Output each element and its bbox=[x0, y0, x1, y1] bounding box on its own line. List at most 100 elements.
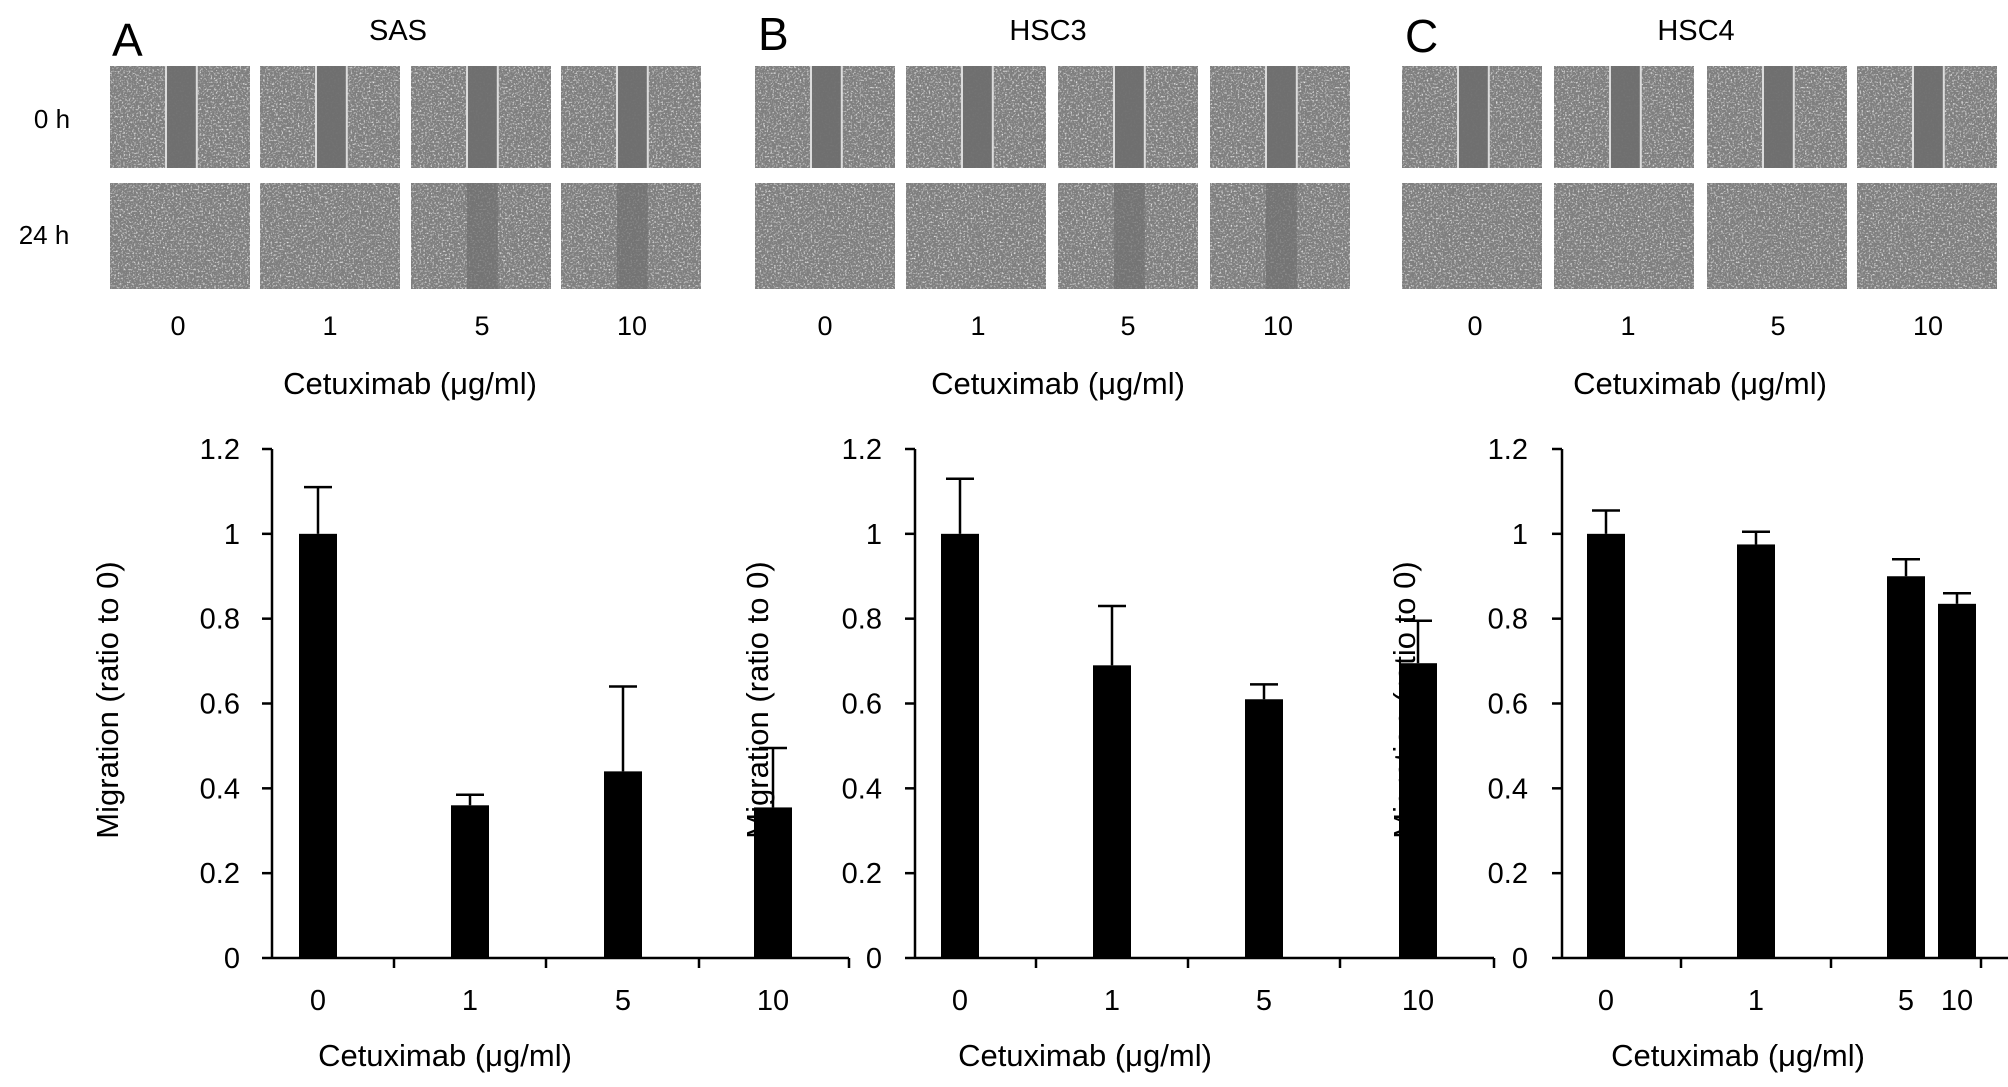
dose-label-sas-5: 5 bbox=[474, 311, 489, 341]
micrograph-sas-24h-dose-10 bbox=[561, 183, 701, 289]
cell-line-title-hsc4: HSC4 bbox=[1657, 15, 1734, 47]
micrograph-hsc4-24h-dose-0 bbox=[1402, 183, 1542, 289]
micrograph-hsc3-0h-dose-5 bbox=[1058, 66, 1198, 168]
micrograph-hsc3-24h-dose-0 bbox=[755, 183, 895, 289]
dose-label-hsc4-0: 0 bbox=[1467, 311, 1482, 341]
y-tick-label: 0.8 bbox=[842, 604, 882, 636]
cell-line-title-hsc3: HSC3 bbox=[1009, 15, 1086, 47]
y-tick-label: 1 bbox=[1512, 519, 1528, 551]
dose-label-sas-1: 1 bbox=[322, 311, 337, 341]
y-axis-title: Migration (ratio to 0) bbox=[90, 561, 125, 838]
x-axis-title: Cetuximab (μg/ml) bbox=[1611, 1038, 1865, 1073]
y-axis-title: Migration (ratio to 0) bbox=[1387, 561, 1422, 838]
micrograph-hsc3-24h-dose-1 bbox=[906, 183, 1046, 289]
micrograph-hsc4-0h-dose-5 bbox=[1707, 66, 1847, 168]
bar-dose-10 bbox=[1938, 603, 1976, 958]
y-tick-label: 1 bbox=[866, 519, 882, 551]
dose-label-hsc4-10: 10 bbox=[1913, 311, 1943, 341]
x-tick-label: 10 bbox=[1402, 985, 1434, 1017]
micrograph-hsc4-24h-dose-10 bbox=[1857, 183, 1997, 289]
micrograph-hsc4-0h-dose-0 bbox=[1402, 66, 1542, 168]
micrograph-xlabel-hsc4: Cetuximab (μg/ml) bbox=[1573, 366, 1827, 401]
dose-label-hsc3-0: 0 bbox=[817, 311, 832, 341]
bar-dose-0 bbox=[941, 533, 979, 958]
x-tick-label: 0 bbox=[310, 985, 326, 1017]
y-tick-label: 1.2 bbox=[1488, 434, 1528, 466]
y-tick-label: 0.6 bbox=[1488, 689, 1528, 721]
y-tick-label: 0.8 bbox=[200, 604, 240, 636]
dose-label-hsc3-1: 1 bbox=[970, 311, 985, 341]
y-tick-label: 1.2 bbox=[842, 434, 882, 466]
dose-label-hsc4-1: 1 bbox=[1620, 311, 1635, 341]
y-tick-label: 0 bbox=[1512, 943, 1528, 975]
y-tick-label: 0.6 bbox=[200, 689, 240, 721]
micrograph-hsc3-0h-dose-0 bbox=[755, 66, 895, 168]
micrograph-sas-24h-dose-1 bbox=[260, 183, 400, 289]
micrograph-sas-0h-dose-0 bbox=[110, 66, 250, 168]
x-tick-label: 5 bbox=[615, 985, 631, 1017]
dose-label-sas-10: 10 bbox=[617, 311, 647, 341]
micrograph-sas-24h-dose-0 bbox=[110, 183, 250, 289]
micrograph-hsc4-24h-dose-5 bbox=[1707, 183, 1847, 289]
row-label-0h: 0 h bbox=[34, 104, 70, 134]
bar-dose-1 bbox=[451, 805, 489, 958]
x-axis-title: Cetuximab (μg/ml) bbox=[958, 1038, 1212, 1073]
bar-dose-5 bbox=[604, 771, 642, 958]
x-tick-label: 5 bbox=[1898, 985, 1914, 1017]
bar-dose-5 bbox=[1887, 576, 1925, 958]
micrograph-sas-0h-dose-10 bbox=[561, 66, 701, 168]
y-tick-label: 0 bbox=[866, 943, 882, 975]
y-tick-label: 0.4 bbox=[842, 773, 882, 805]
row-label-24h: 24 h bbox=[19, 220, 70, 250]
y-axis-title: Migration (ratio to 0) bbox=[740, 561, 775, 838]
panel-c: C HSC4 0 1 5 10 Cetuximab (μg/ml) bbox=[1402, 10, 1997, 401]
y-tick-label: 0.2 bbox=[200, 858, 240, 890]
micrographs-hsc3 bbox=[755, 66, 1350, 289]
bar-chart-sas: Migration (ratio to 0) 0 0.2 0.4 0.6 0.8 1 1.2 0… bbox=[90, 434, 851, 1073]
y-tick-label: 0.4 bbox=[1488, 773, 1528, 805]
micrograph-hsc3-24h-dose-5 bbox=[1058, 183, 1198, 289]
cell-line-title-sas: SAS bbox=[369, 15, 427, 47]
bar-chart-hsc3: Migration (ratio to 0) 0 0.2 0.4 0.6 0.8 1 1.2 0… bbox=[740, 434, 1496, 1073]
panel-letter-b: B bbox=[758, 8, 789, 60]
x-tick-label: 5 bbox=[1256, 985, 1272, 1017]
bar-chart-hsc4: Migration (ratio to 0) 0 0.2 0.4 0.6 0.8 1 1.2 0… bbox=[1387, 434, 2008, 1073]
x-tick-label: 0 bbox=[952, 985, 968, 1017]
micrograph-hsc4-24h-dose-1 bbox=[1554, 183, 1694, 289]
panel-a: A SAS 0 1 5 10 Cetuximab (μg/ml) bbox=[110, 14, 701, 401]
bar-dose-0 bbox=[299, 533, 337, 958]
micrograph-hsc4-0h-dose-1 bbox=[1554, 66, 1694, 168]
bar-dose-1 bbox=[1093, 665, 1131, 958]
dose-label-hsc3-10: 10 bbox=[1263, 311, 1293, 341]
dose-label-sas-0: 0 bbox=[170, 311, 185, 341]
x-tick-label: 10 bbox=[1941, 985, 1973, 1017]
x-tick-label: 1 bbox=[462, 985, 478, 1017]
micrograph-sas-24h-dose-5 bbox=[411, 183, 551, 289]
micrograph-sas-0h-dose-1 bbox=[260, 66, 400, 168]
micrograph-sas-0h-dose-5 bbox=[411, 66, 551, 168]
y-tick-label: 0 bbox=[224, 943, 240, 975]
panel-letter-c: C bbox=[1405, 10, 1438, 62]
bar-dose-0 bbox=[1587, 533, 1625, 958]
y-tick-label: 0.2 bbox=[1488, 858, 1528, 890]
bar-dose-10 bbox=[754, 807, 792, 958]
y-tick-label: 1.2 bbox=[200, 434, 240, 466]
x-tick-label: 0 bbox=[1598, 985, 1614, 1017]
panel-b: B HSC3 0 1 5 10 Cetuximab (μg/ml) bbox=[755, 8, 1350, 401]
dose-label-hsc4-5: 5 bbox=[1770, 311, 1785, 341]
panel-letter-a: A bbox=[112, 14, 143, 66]
micrograph-hsc3-0h-dose-1 bbox=[906, 66, 1046, 168]
micrograph-hsc3-24h-dose-10 bbox=[1210, 183, 1350, 289]
x-tick-label: 1 bbox=[1748, 985, 1764, 1017]
y-tick-label: 0.6 bbox=[842, 689, 882, 721]
micrograph-xlabel-hsc3: Cetuximab (μg/ml) bbox=[931, 366, 1185, 401]
micrograph-xlabel-sas: Cetuximab (μg/ml) bbox=[283, 366, 537, 401]
micrograph-hsc4-0h-dose-10 bbox=[1857, 66, 1997, 168]
micrographs-hsc4 bbox=[1402, 66, 1997, 289]
y-tick-label: 1 bbox=[224, 519, 240, 551]
bar-dose-1 bbox=[1737, 544, 1775, 958]
bar-dose-5 bbox=[1245, 699, 1283, 958]
x-tick-label: 1 bbox=[1104, 985, 1120, 1017]
micrograph-hsc3-0h-dose-10 bbox=[1210, 66, 1350, 168]
x-tick-label: 10 bbox=[757, 985, 789, 1017]
